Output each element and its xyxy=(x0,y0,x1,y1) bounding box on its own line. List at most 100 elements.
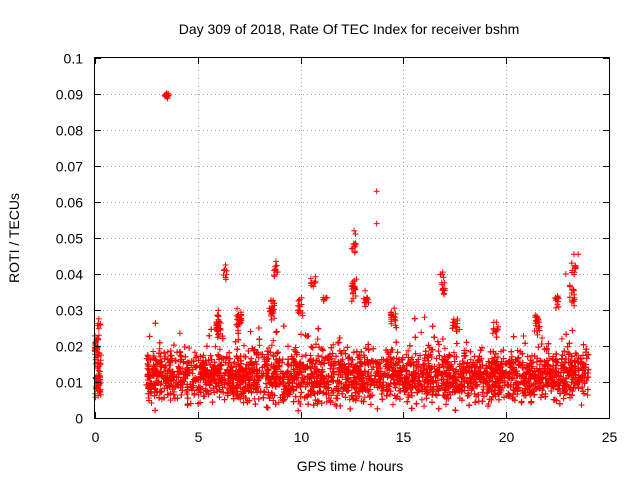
data-point xyxy=(184,395,191,402)
data-point xyxy=(167,348,174,354)
data-point xyxy=(320,347,326,354)
data-point xyxy=(264,404,271,411)
data-point xyxy=(472,399,479,406)
data-point xyxy=(177,352,184,359)
data-point xyxy=(95,372,102,379)
data-point xyxy=(365,346,372,353)
data-point xyxy=(349,396,356,402)
data-point xyxy=(584,392,591,398)
data-point xyxy=(164,348,171,355)
data-point xyxy=(466,402,473,409)
data-point xyxy=(575,385,582,392)
data-point xyxy=(467,348,474,355)
data-point xyxy=(441,345,448,352)
data-point xyxy=(418,396,425,403)
data-point xyxy=(252,401,259,408)
data-point xyxy=(580,341,587,348)
data-point xyxy=(367,401,374,408)
data-point xyxy=(379,387,386,394)
data-point xyxy=(255,325,262,331)
data-point xyxy=(280,323,287,330)
data-point xyxy=(309,344,316,351)
data-point xyxy=(208,326,215,333)
data-point xyxy=(510,333,517,340)
data-point xyxy=(96,363,103,370)
data-point xyxy=(524,353,531,360)
data-point xyxy=(263,404,270,411)
data-point xyxy=(298,389,305,396)
data-point xyxy=(489,330,496,337)
data-point xyxy=(569,327,576,334)
data-point xyxy=(418,329,425,336)
data-point xyxy=(379,396,386,403)
data-point xyxy=(203,343,210,350)
data-point xyxy=(191,349,198,356)
data-point xyxy=(545,350,552,357)
data-point xyxy=(273,328,280,335)
data-point xyxy=(285,356,292,363)
data-point xyxy=(256,342,263,349)
data-point xyxy=(520,333,527,339)
data-point xyxy=(275,349,282,356)
data-point xyxy=(218,362,225,369)
data-point xyxy=(314,336,321,343)
data-point xyxy=(150,348,157,355)
data-point xyxy=(260,394,267,401)
data-point xyxy=(206,332,213,339)
data-point xyxy=(298,331,304,338)
data-point xyxy=(270,337,277,344)
data-point xyxy=(295,407,302,414)
data-point xyxy=(508,348,515,355)
data-point xyxy=(421,403,428,410)
data-point xyxy=(412,334,419,341)
data-point xyxy=(96,376,103,383)
data-point xyxy=(273,329,280,336)
data-point xyxy=(95,332,102,339)
data-point xyxy=(518,398,525,405)
data-point xyxy=(535,344,542,351)
data-point xyxy=(96,368,103,375)
data-point xyxy=(285,343,291,350)
data-point xyxy=(144,352,151,359)
data-point xyxy=(181,344,188,350)
data-point xyxy=(421,314,428,321)
data-point xyxy=(212,343,219,350)
data-point xyxy=(302,352,309,359)
data-point xyxy=(429,323,436,330)
data-point xyxy=(387,380,394,387)
data-point xyxy=(335,339,342,346)
data-point xyxy=(558,335,565,342)
data-point xyxy=(471,390,478,397)
data-point xyxy=(152,320,159,327)
data-point xyxy=(578,402,585,408)
data-point xyxy=(405,347,412,354)
data-point xyxy=(167,397,174,404)
data-point xyxy=(152,407,159,414)
data-point xyxy=(156,345,163,352)
data-point xyxy=(453,340,460,347)
data-point xyxy=(374,405,381,412)
data-point xyxy=(241,342,247,349)
data-point xyxy=(493,334,500,341)
data-point xyxy=(216,346,223,353)
data-point xyxy=(433,355,440,362)
data-points xyxy=(92,90,592,414)
data-point xyxy=(275,399,282,406)
data-point xyxy=(583,355,590,362)
data-point xyxy=(299,353,305,360)
data-point xyxy=(463,339,470,346)
data-point xyxy=(209,399,216,406)
data-point xyxy=(305,401,312,408)
data-point xyxy=(255,396,262,402)
data-point xyxy=(506,393,512,400)
data-point xyxy=(349,356,356,363)
data-point xyxy=(170,391,177,398)
data-point xyxy=(431,334,438,341)
data-point xyxy=(176,330,183,337)
data-point xyxy=(268,342,275,349)
data-point xyxy=(247,328,254,335)
data-point xyxy=(435,341,442,348)
data-point xyxy=(434,391,440,398)
data-point xyxy=(347,405,354,412)
data-point xyxy=(178,392,185,398)
